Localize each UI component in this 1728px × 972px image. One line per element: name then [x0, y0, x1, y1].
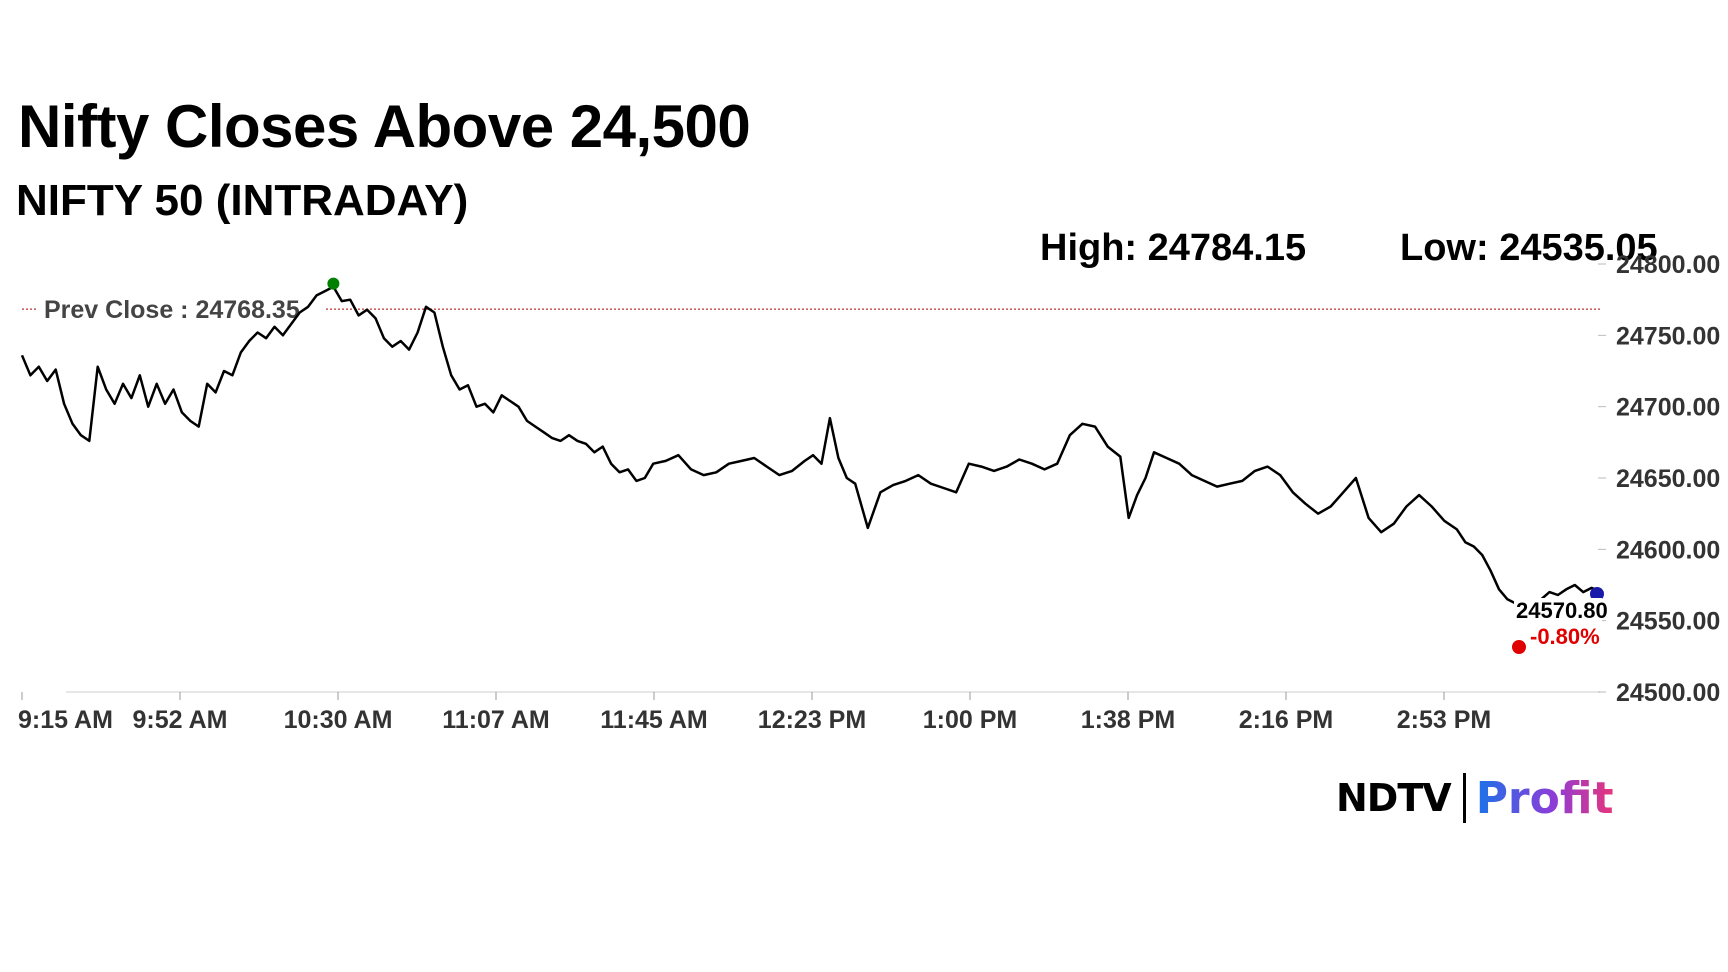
change-percent-label: -0.80% [1530, 624, 1600, 649]
price-series-line [20, 285, 1601, 611]
logo-ndtv-text: NDTV [1336, 776, 1452, 820]
x-tick-label: 10:30 AM [284, 706, 393, 734]
y-tick-label: 24750.00 [1616, 322, 1720, 350]
x-tick-label: 2:53 PM [1397, 706, 1491, 734]
day-high-label: High: 24784.15 [1040, 227, 1307, 269]
x-tick-label: 12:23 PM [758, 706, 866, 734]
y-tick-label: 24500.00 [1616, 679, 1720, 707]
chart-subtitle: NIFTY 50 (INTRADAY) [16, 176, 469, 225]
x-tick-label: 2:16 PM [1239, 706, 1333, 734]
logo-divider [1462, 773, 1466, 823]
y-tick-label: 24800.00 [1616, 251, 1720, 279]
x-tick-label: 9:15 AM [18, 706, 113, 734]
x-tick-label: 1:00 PM [923, 706, 1017, 734]
y-tick-label: 24650.00 [1616, 465, 1720, 493]
x-tick-label: 1:38 PM [1081, 706, 1175, 734]
x-tick-label: 11:07 AM [442, 706, 549, 734]
high-marker [327, 277, 340, 290]
low-marker [1512, 639, 1526, 654]
ndtv-profit-logo: NDTV Profit [1336, 770, 1614, 826]
y-tick-label: 24700.00 [1616, 394, 1720, 422]
x-tick-label: 11:45 AM [600, 706, 707, 734]
y-tick-label: 24600.00 [1616, 536, 1720, 564]
prev-close-label: Prev Close : 24768.35 [44, 296, 300, 324]
last-price-marker [1590, 587, 1604, 601]
chart-title: Nifty Closes Above 24,500 [18, 93, 751, 160]
x-tick-label: 9:52 AM [133, 706, 228, 734]
y-tick-label: 24550.00 [1616, 608, 1720, 636]
day-low-label: Low: 24535.05 [1400, 227, 1658, 269]
last-value-bg [1514, 598, 1602, 628]
last-value-label: 24570.80 [1516, 598, 1608, 623]
prev-close-label-bg [36, 291, 326, 326]
logo-profit-text: Profit [1475, 772, 1614, 824]
